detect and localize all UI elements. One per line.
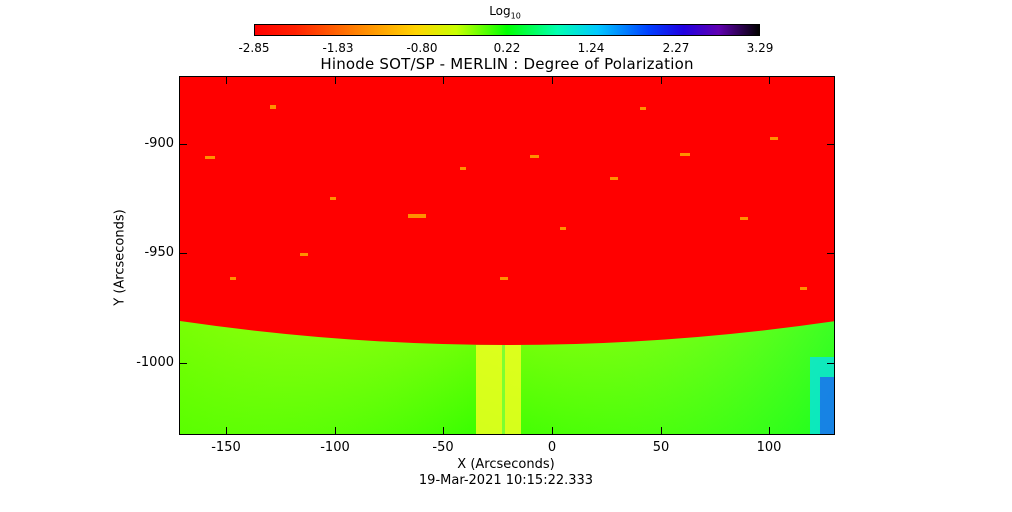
y-tick-mark — [827, 144, 835, 145]
x-tick-label: 0 — [547, 440, 557, 455]
colorbar-tick: 1.24 — [577, 41, 605, 55]
x-tick-mark — [226, 427, 227, 435]
x-tick-label: -150 — [211, 440, 241, 455]
y-tick-label: -1000 — [136, 355, 174, 370]
plot-title: Hinode SOT/SP - MERLIN : Degree of Polar… — [320, 55, 694, 73]
x-tick-mark — [443, 76, 444, 84]
x-tick-label: 100 — [756, 440, 782, 455]
y-tick-mark — [179, 253, 187, 254]
x-tick-mark — [769, 427, 770, 435]
x-tick-label: 50 — [652, 440, 670, 455]
x-tick-label: -100 — [320, 440, 350, 455]
x-tick-mark — [443, 427, 444, 435]
x-tick-mark — [661, 76, 662, 84]
y-tick-mark — [827, 253, 835, 254]
polarization-map — [180, 77, 834, 434]
x-axis-label: X (Arcseconds) — [457, 457, 555, 472]
y-tick-mark — [179, 363, 187, 364]
disk-bright-points — [205, 105, 807, 290]
colorbar — [254, 24, 760, 36]
x-tick-mark — [661, 427, 662, 435]
y-tick-label: -900 — [144, 136, 174, 151]
colorbar-tick: -1.83 — [322, 41, 354, 55]
colorbar-tick: -0.80 — [406, 41, 438, 55]
y-axis-label: Y (Arcseconds) — [112, 209, 128, 306]
x-tick-label: -50 — [432, 440, 454, 455]
colorbar-tick: 0.22 — [493, 41, 521, 55]
y-tick-label: -950 — [144, 245, 174, 260]
x-tick-mark — [552, 427, 553, 435]
colorbar-tick: 3.29 — [746, 41, 774, 55]
y-tick-mark — [179, 144, 187, 145]
x-tick-mark — [335, 76, 336, 84]
x-tick-mark — [552, 76, 553, 84]
x-tick-mark — [335, 427, 336, 435]
colorbar-tick: -2.85 — [238, 41, 270, 55]
colorbar-tick: 2.27 — [662, 41, 690, 55]
timestamp: 19-Mar-2021 10:15:22.333 — [418, 473, 594, 488]
polarization-image — [179, 76, 835, 435]
bright-column — [476, 345, 521, 434]
y-tick-mark — [827, 363, 835, 364]
x-tick-mark — [226, 76, 227, 84]
x-tick-mark — [769, 76, 770, 84]
solar-disk — [180, 77, 834, 345]
colorbar-title: Log10 — [489, 4, 521, 21]
